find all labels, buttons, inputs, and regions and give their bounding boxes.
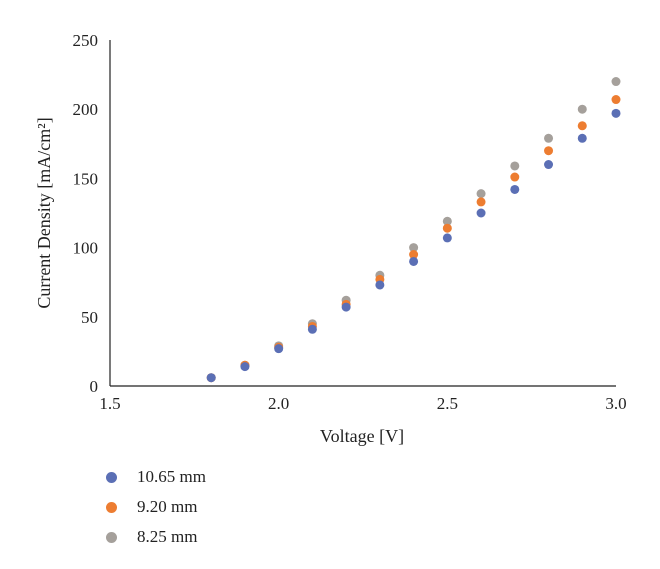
scatter-chart: 0 50 100 150 200 250 1.5 2.0 2.5 3.0 Voltage [V]… bbox=[34, 31, 627, 446]
data-point-series-3 bbox=[510, 161, 520, 171]
data-point-series-2 bbox=[442, 223, 452, 233]
x-axis-ticks: 1.5 2.0 2.5 3.0 bbox=[99, 394, 626, 413]
data-point-series-2 bbox=[544, 146, 554, 156]
y-axis-title: Current Density [mA/cm²] bbox=[34, 117, 54, 308]
data-point-series-2 bbox=[611, 95, 621, 105]
legend-marker-series-2 bbox=[106, 501, 117, 513]
data-point-series-1 bbox=[341, 302, 351, 312]
legend-marker-series-1 bbox=[106, 471, 117, 483]
data-point-series-2 bbox=[577, 121, 587, 131]
data-point-series-1 bbox=[409, 256, 419, 266]
legend-label-series-2: 9.20 mm bbox=[137, 497, 198, 516]
legend: 10.65 mm 9.20 mm 8.25 mm bbox=[106, 462, 206, 552]
y-axis-ticks: 0 50 100 150 200 250 bbox=[73, 31, 99, 396]
legend-label-series-3: 8.25 mm bbox=[137, 527, 198, 546]
x-tick-label: 2.5 bbox=[437, 394, 458, 413]
data-point-series-1 bbox=[307, 324, 317, 334]
data-point-series-3 bbox=[442, 216, 452, 226]
x-axis-title: Voltage [V] bbox=[320, 426, 404, 446]
data-point-series-1 bbox=[375, 280, 385, 290]
data-point-series-3 bbox=[409, 243, 419, 253]
x-tick-label: 3.0 bbox=[605, 394, 626, 413]
data-point-series-1 bbox=[577, 133, 587, 143]
data-point-series-1 bbox=[274, 344, 284, 354]
data-point-series-1 bbox=[442, 233, 452, 243]
legend-marker-series-3 bbox=[106, 531, 117, 543]
x-tick-label: 2.0 bbox=[268, 394, 289, 413]
data-point-series-1 bbox=[510, 184, 520, 194]
y-tick-label: 100 bbox=[73, 239, 99, 258]
data-point-series-2 bbox=[409, 250, 419, 260]
legend-item-series-3: 8.25 mm bbox=[106, 522, 206, 552]
legend-item-series-1: 10.65 mm bbox=[106, 462, 206, 492]
data-point-series-1 bbox=[240, 362, 250, 372]
data-point-series-3 bbox=[476, 189, 486, 199]
data-point-series-2 bbox=[510, 172, 520, 182]
data-point-series-1 bbox=[544, 160, 554, 170]
y-tick-label: 150 bbox=[73, 169, 99, 188]
data-point-series-2 bbox=[476, 197, 486, 207]
legend-item-series-2: 9.20 mm bbox=[106, 492, 206, 522]
y-tick-label: 0 bbox=[90, 377, 99, 396]
data-point-series-1 bbox=[476, 208, 486, 218]
data-point-series-3 bbox=[577, 104, 587, 114]
data-point-series-1 bbox=[206, 373, 216, 383]
y-tick-label: 50 bbox=[81, 308, 98, 327]
x-tick-label: 1.5 bbox=[99, 394, 120, 413]
data-point-series-3 bbox=[544, 133, 554, 143]
data-point-series-1 bbox=[611, 108, 621, 118]
y-tick-label: 250 bbox=[73, 31, 99, 50]
data-point-series-3 bbox=[611, 77, 621, 87]
data-points bbox=[206, 77, 621, 383]
legend-label-series-1: 10.65 mm bbox=[137, 467, 206, 486]
y-tick-label: 200 bbox=[73, 100, 99, 119]
